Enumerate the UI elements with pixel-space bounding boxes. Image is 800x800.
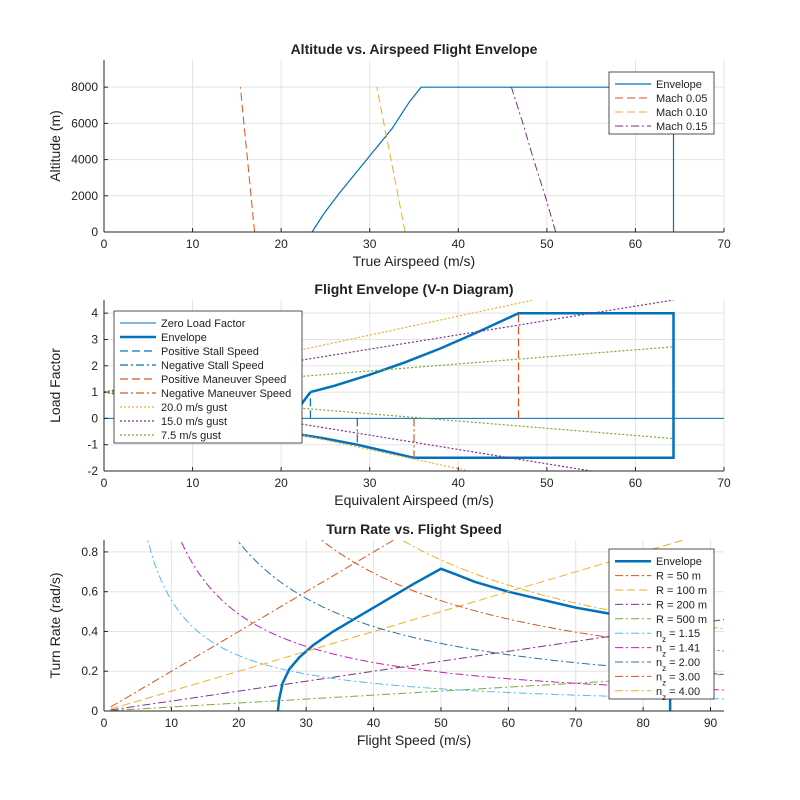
x-axis-label: Equivalent Airspeed (m/s) (334, 492, 494, 508)
x-tick-label: 70 (717, 237, 731, 251)
y-tick-label: 0.4 (81, 624, 98, 638)
y-tick-label: 1 (91, 385, 98, 399)
legend-entry: R = 200 m (656, 599, 707, 611)
legend-entry: Positive Stall Speed (161, 346, 259, 358)
legend-box (608, 71, 715, 135)
chart-panel-1: 0 10 20 30 40 50 60 70 0 2000 4000 6000 8000 Altitude… (47, 41, 731, 269)
legend-box (113, 310, 303, 444)
x-tick-label: 60 (629, 237, 643, 251)
x-tick-label: 50 (540, 476, 554, 490)
legend-entry: R = 100 m (656, 585, 707, 597)
x-tick-label: 80 (636, 716, 650, 730)
legend-entry: Mach 0.05 (656, 93, 707, 105)
legend-entry: Negative Maneuver Speed (161, 388, 291, 400)
y-tick-label: 0 (91, 411, 98, 425)
legend-entry: 7.5 m/s gust (161, 430, 221, 442)
legend-entry: Envelope (656, 79, 702, 91)
legend-entry: Mach 0.15 (656, 121, 707, 133)
y-tick-label: 0 (91, 704, 98, 718)
x-tick-label: 70 (717, 476, 731, 490)
y-axis-label: Turn Rate (rad/s) (47, 572, 63, 678)
x-tick-label: 20 (274, 237, 288, 251)
x-tick-label: 10 (165, 716, 179, 730)
x-tick-label: 0 (101, 476, 108, 490)
series-line-envelope (278, 311, 675, 460)
x-tick-label: 30 (363, 476, 377, 490)
legend-box (608, 548, 715, 700)
legend-entry: Positive Maneuver Speed (161, 374, 286, 386)
series-line-mach-0-15 (510, 87, 557, 232)
legend-entry: 20.0 m/s gust (161, 402, 227, 414)
x-tick-label: 90 (704, 716, 718, 730)
x-tick-label: 30 (299, 716, 313, 730)
y-tick-label: 0 (91, 225, 98, 239)
y-tick-label: 6000 (71, 116, 98, 130)
legend-entry: nz = 1.41 (656, 643, 700, 659)
legend-entry: nz = 1.15 (656, 628, 700, 644)
x-tick-label: 40 (367, 716, 381, 730)
y-axis-label: Altitude (m) (47, 110, 63, 182)
y-tick-label: -1 (87, 438, 98, 452)
x-axis-label: True Airspeed (m/s) (353, 253, 475, 269)
legend: Zero Load Factor Envelope Positive Stall S… (113, 310, 303, 444)
y-tick-label: 2 (91, 359, 98, 373)
series-line-7-5-m-s-gust (104, 346, 674, 393)
y-tick-label: 0.2 (81, 664, 98, 678)
legend-entry: Zero Load Factor (161, 318, 246, 330)
series-line-mach-0-10 (376, 87, 406, 232)
legend-entry: Mach 0.10 (656, 107, 707, 119)
legend: Envelope R = 50 m R = 100 m R = 200 m R = 50… (608, 548, 715, 702)
x-tick-label: 10 (186, 237, 200, 251)
legend-entry: R = 50 m (656, 571, 701, 583)
y-tick-label: 0.8 (81, 545, 98, 559)
y-tick-label: 2000 (71, 189, 98, 203)
chart-title: Flight Envelope (V-n Diagram) (314, 281, 513, 297)
y-tick-label: 8000 (71, 80, 98, 94)
x-tick-label: 50 (434, 716, 448, 730)
x-axis-label: Flight Speed (m/s) (357, 732, 471, 748)
legend-entry: Envelope (656, 556, 702, 568)
y-tick-label: -2 (87, 464, 98, 478)
series-line-r-100-m (110, 540, 686, 710)
legend-entry: Negative Stall Speed (161, 360, 264, 372)
legend: Envelope Mach 0.05 Mach 0.10 Mach 0.15 (608, 71, 715, 135)
x-tick-label: 40 (452, 237, 466, 251)
series-line-envelope (311, 86, 675, 232)
chart-panel-2: 0 10 20 30 40 50 60 70 -2 -1 0 1 2 3 4 Flight Envelope … (47, 281, 731, 508)
y-tick-label: 4000 (71, 153, 98, 167)
x-tick-label: 20 (274, 476, 288, 490)
legend-entry: 15.0 m/s gust (161, 416, 227, 428)
x-tick-label: 70 (569, 716, 583, 730)
legend-entry: Envelope (161, 332, 207, 344)
legend-entry: nz = 2.00 (656, 657, 700, 673)
y-tick-label: 0.6 (81, 585, 98, 599)
series-line-n-z-2-00 (236, 540, 724, 675)
x-tick-label: 0 (101, 716, 108, 730)
y-tick-label: 3 (91, 332, 98, 346)
series-line-n-z-4-00 (400, 540, 724, 630)
series-line-extra-11 (104, 391, 674, 440)
series-line-envelope (276, 567, 644, 711)
y-tick-label: 4 (91, 306, 98, 320)
y-axis-label: Load Factor (47, 348, 63, 423)
legend-entry: nz = 3.00 (656, 671, 700, 687)
series-group (239, 86, 675, 232)
series-line-mach-0-05 (239, 87, 256, 232)
x-tick-label: 60 (502, 716, 516, 730)
x-tick-label: 0 (101, 237, 108, 251)
x-tick-label: 30 (363, 237, 377, 251)
legend-entry: R = 500 m (656, 614, 707, 626)
x-tick-label: 50 (540, 237, 554, 251)
x-tick-label: 60 (629, 476, 643, 490)
chart-panel-3: 0 10 20 30 40 50 60 70 80 90 0 0.2 0.4 0.6 0.8 Turn Rat… (47, 521, 724, 748)
x-tick-label: 10 (186, 476, 200, 490)
chart-title: Altitude vs. Airspeed Flight Envelope (291, 41, 538, 57)
x-tick-label: 20 (232, 716, 246, 730)
chart-title: Turn Rate vs. Flight Speed (326, 521, 502, 537)
x-tick-label: 40 (452, 476, 466, 490)
legend-entry: nz = 4.00 (656, 686, 700, 702)
